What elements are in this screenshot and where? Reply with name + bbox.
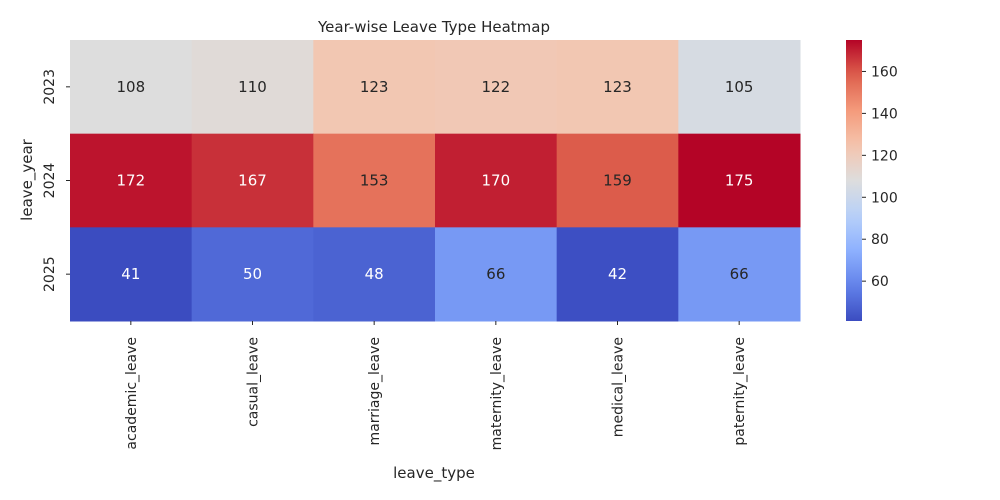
heatmap-cell xyxy=(70,40,193,135)
y-tick-label: 2023 xyxy=(42,69,58,105)
heatmap-cell xyxy=(313,40,436,135)
cell-value-label: 66 xyxy=(486,265,505,283)
cell-value-label: 123 xyxy=(360,78,389,96)
cell-value-label: 50 xyxy=(243,265,262,283)
heatmap-cell xyxy=(435,133,558,228)
cell-value-label: 66 xyxy=(730,265,749,283)
colorbar-tick-label: 120 xyxy=(871,148,898,164)
cell-value-label: 172 xyxy=(117,172,146,190)
x-tick-label: casual_leave xyxy=(246,337,262,427)
heatmap-cells: 108 110 123 122 123 105 172 167 153 170 159 175 41 50… xyxy=(70,40,801,322)
y-tick-label: 2024 xyxy=(42,163,58,199)
cell-value-label: 122 xyxy=(482,78,511,96)
cell-value-label: 42 xyxy=(608,265,627,283)
x-tick-label: marriage_leave xyxy=(367,337,383,445)
colorbar-tick-label: 60 xyxy=(871,274,889,290)
heatmap-cell xyxy=(435,40,558,135)
cell-value-label: 110 xyxy=(238,78,267,96)
x-tick-label: medical_leave xyxy=(611,337,627,437)
heatmap-cell xyxy=(313,133,436,228)
colorbar-tick-label: 160 xyxy=(871,64,898,80)
cell-value-label: 167 xyxy=(238,172,267,190)
cell-value-label: 48 xyxy=(365,265,384,283)
cell-value-label: 153 xyxy=(360,172,389,190)
y-tick-label: 2025 xyxy=(42,256,58,292)
x-axis-label: leave_type xyxy=(393,464,475,483)
heatmap-cell xyxy=(313,227,436,322)
colorbar-tick-label: 100 xyxy=(871,190,898,206)
cell-value-label: 41 xyxy=(121,265,140,283)
x-tick-label: paternity_leave xyxy=(732,337,748,446)
cell-value-label: 159 xyxy=(603,172,632,190)
x-tick-label: maternity_leave xyxy=(489,337,505,450)
cell-value-label: 123 xyxy=(603,78,632,96)
cell-value-label: 105 xyxy=(725,78,754,96)
x-axis-ticks: academic_leave casual_leave marriage_leave… xyxy=(124,321,748,450)
colorbar: 60 80 100 120 140 160 xyxy=(846,40,898,321)
heatmap-cell xyxy=(191,133,314,228)
cell-value-label: 170 xyxy=(482,172,511,190)
heatmap-cell xyxy=(70,133,193,228)
heatmap-cell xyxy=(191,227,314,322)
y-axis-ticks: 2023 2024 2025 xyxy=(42,69,70,292)
colorbar-tick-label: 80 xyxy=(871,232,889,248)
colorbar-tick-label: 140 xyxy=(871,106,898,122)
y-axis-label: leave_year xyxy=(18,138,37,220)
heatmap-cell xyxy=(435,227,558,322)
heatmap-cell xyxy=(678,227,801,322)
heatmap-cell xyxy=(556,133,679,228)
cell-value-label: 108 xyxy=(117,78,146,96)
heatmap-cell xyxy=(556,227,679,322)
heatmap-cell xyxy=(678,40,801,135)
colorbar-gradient xyxy=(846,40,862,321)
chart-title: Year-wise Leave Type Heatmap xyxy=(317,18,550,36)
cell-value-label: 175 xyxy=(725,172,754,190)
colorbar-ticks: 60 80 100 120 140 160 xyxy=(862,64,898,290)
heatmap-cell xyxy=(678,133,801,228)
x-tick-label: academic_leave xyxy=(124,337,140,450)
heatmap-cell xyxy=(191,40,314,135)
heatmap-cell xyxy=(70,227,193,322)
heatmap-cell xyxy=(556,40,679,135)
